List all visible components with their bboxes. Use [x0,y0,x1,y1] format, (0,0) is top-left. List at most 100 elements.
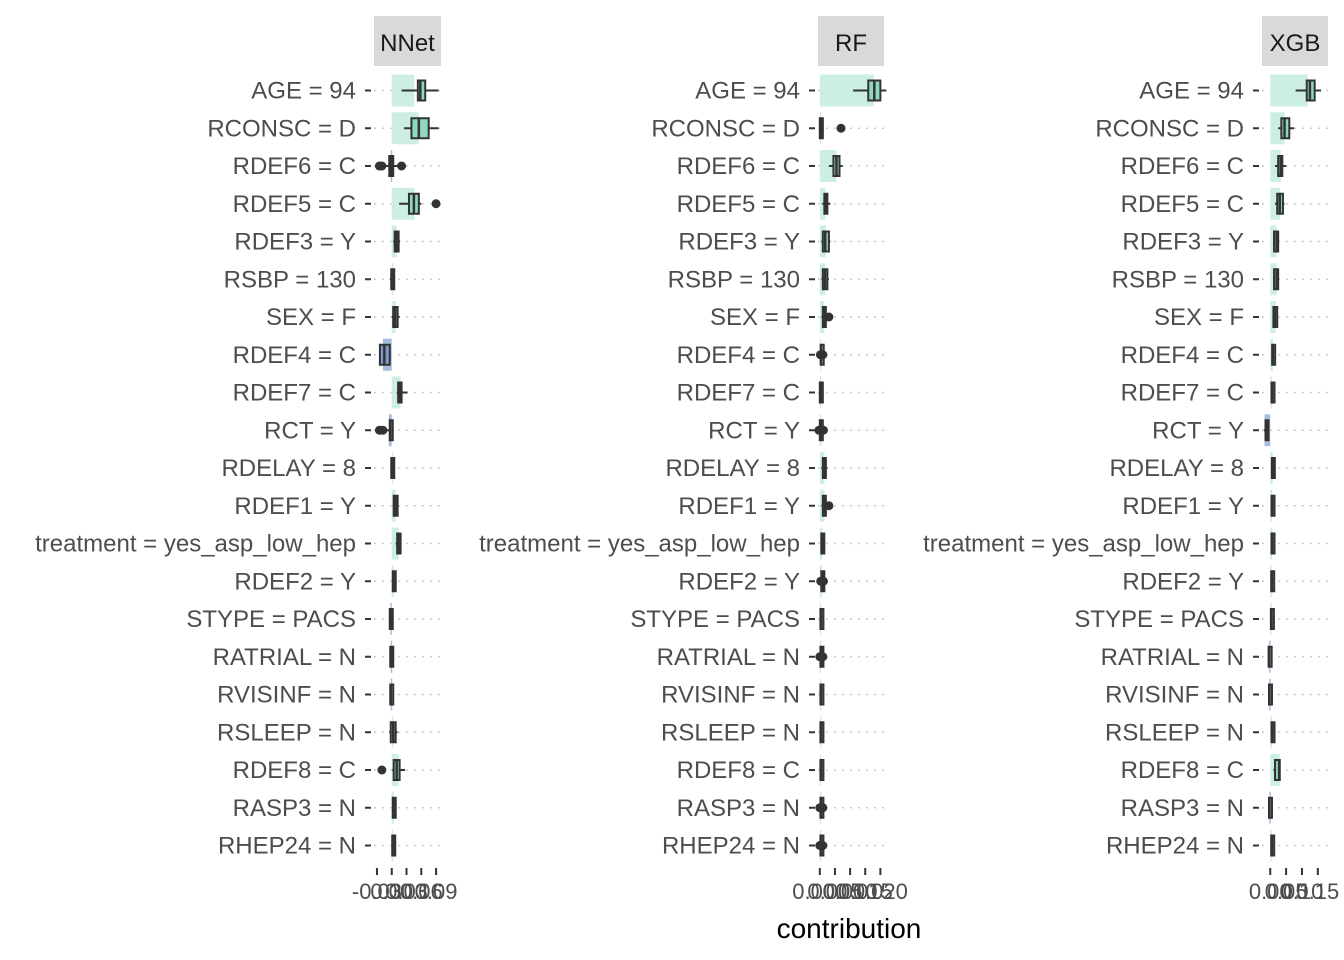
x-tick-label: 0.00 [370,879,413,904]
x-tick-label: 0.005 [807,879,862,904]
feature-label: RDEF8 = C [677,757,800,784]
x-tick-label: 0.09 [415,879,458,904]
boxplot-outlier [824,312,834,322]
feature-label: RASP3 = N [677,795,800,822]
feature-label: RASP3 = N [1121,795,1244,822]
feature-label: RCT = Y [264,417,356,444]
x-tick-label: 0.10 [1281,879,1324,904]
feature-label: RCONSC = D [207,115,356,142]
x-tick-label: 0.000 [792,879,847,904]
feature-label: RATRIAL = N [657,644,800,671]
feature-label: RATRIAL = N [213,644,356,671]
x-tick-label: 0.06 [400,879,443,904]
panel-xgb: XGB AGE = 94 RCONSC = D RDEF6 = C RDEF5 = C R… [923,16,1339,904]
feature-label: RDEF4 = C [233,342,356,369]
x-tick-label: 0.015 [838,879,893,904]
feature-label: RSLEEP = N [1105,719,1244,746]
feature-label: RDEF8 = C [1121,757,1244,784]
contribution-bar [391,527,399,560]
facet-strip [818,16,884,66]
feature-label: RATRIAL = N [1101,644,1244,671]
boxplot-outlier [815,652,825,662]
boxplot-outlier [397,161,407,171]
boxplot-outlier [836,123,846,133]
boxplot-outlier [377,765,387,775]
facet-strip-label: NNet [380,30,435,57]
feature-label: RSLEEP = N [661,719,800,746]
feature-label: RVISINF = N [217,682,356,709]
feature-label: RCT = Y [1152,417,1244,444]
feature-label: STYPE = PACS [630,606,800,633]
feature-label: RSBP = 130 [668,266,800,293]
contribution-bar [819,150,837,182]
feature-label: RHEP24 = N [1106,833,1244,860]
feature-label: treatment = yes_asp_low_hep [35,531,356,558]
x-tick-label: 0.020 [853,879,908,904]
feature-label: RDEF5 = C [233,191,356,218]
x-tick-label: 0.00 [1249,879,1292,904]
panel-nnet: NNet AGE = 94 RCONSC = D RDEF6 = C RDEF5 = C… [35,16,457,904]
boxplot-outlier [431,199,441,209]
boxplot-outlier [824,501,834,511]
feature-label: RDEF6 = C [1121,153,1244,180]
feature-label: RSLEEP = N [217,719,356,746]
boxplot-outlier [815,350,825,360]
feature-label: RDEF2 = Y [234,568,356,595]
feature-label: RDEF6 = C [677,153,800,180]
feature-label: RDELAY = 8 [221,455,356,482]
feature-label: SEX = F [266,304,356,331]
feature-label: RDEF2 = Y [1122,568,1244,595]
feature-label: RDEF1 = Y [1122,493,1244,520]
feature-label: RDEF3 = Y [1122,229,1244,256]
facet-strip-label: XGB [1270,30,1321,57]
feature-label: RDEF4 = C [677,342,800,369]
x-tick-label: 0.05 [1265,879,1308,904]
feature-label: RDEF7 = C [1121,380,1244,407]
feature-label: STYPE = PACS [1074,606,1244,633]
feature-label: RDEF8 = C [233,757,356,784]
x-tick-label: 0.010 [823,879,878,904]
feature-label: RCONSC = D [1095,115,1244,142]
feature-label: RHEP24 = N [662,833,800,860]
feature-label: RDEF5 = C [677,191,800,218]
x-tick-label: 0.03 [385,879,428,904]
panel-rf: RF AGE = 94 RCONSC = D RDEF6 = C RDEF5 = C RD… [479,16,908,904]
boxplot-outlier [818,425,828,435]
boxplot-outlier [815,803,825,813]
feature-label: SEX = F [710,304,800,331]
feature-label: AGE = 94 [251,78,356,105]
boxplot-outlier [816,576,826,586]
facet-strip [1262,16,1328,66]
feature-label: RDEF5 = C [1121,191,1244,218]
x-tick-label: 0.15 [1296,879,1339,904]
feature-label: AGE = 94 [695,78,800,105]
feature-label: RDEF1 = Y [234,493,356,520]
boxplot-outlier [815,841,825,850]
contribution-bar [391,376,401,409]
x-tick-label: -0.03 [352,879,402,904]
boxplot-outlier [377,161,387,171]
feature-label: treatment = yes_asp_low_hep [923,531,1244,558]
feature-label: RDELAY = 8 [665,455,800,482]
feature-label: RDELAY = 8 [1109,455,1244,482]
feature-label: RDEF7 = C [233,380,356,407]
feature-label: RDEF6 = C [233,153,356,180]
feature-label: RVISINF = N [1105,682,1244,709]
feature-label: RASP3 = N [233,795,356,822]
feature-label: RSBP = 130 [1112,266,1244,293]
x-axis-title: contribution [777,913,922,944]
facet-strip-label: RF [835,30,867,57]
feature-label: RDEF3 = Y [678,229,800,256]
feature-label: RDEF3 = Y [234,229,356,256]
feature-label: STYPE = PACS [186,606,356,633]
feature-label: RCT = Y [708,417,800,444]
feature-label: AGE = 94 [1139,78,1244,105]
feature-label: RHEP24 = N [218,833,356,860]
feature-label: RDEF4 = C [1121,342,1244,369]
feature-label: SEX = F [1154,304,1244,331]
feature-label: RDEF2 = Y [678,568,800,595]
feature-label: RCONSC = D [651,115,800,142]
boxplot-outlier [378,425,388,435]
feature-label: treatment = yes_asp_low_hep [479,531,800,558]
